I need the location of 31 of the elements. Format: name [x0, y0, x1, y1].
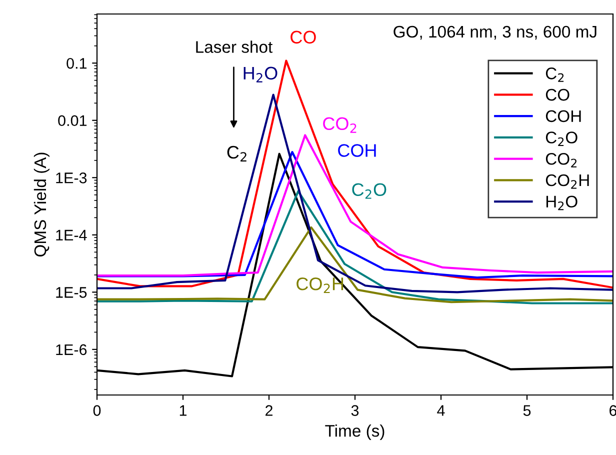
legend-label: CO$_{2}$: [546, 152, 577, 168]
x-axis-title: Time (s): [325, 424, 384, 440]
legend-label: H$_{2}$O: [546, 196, 578, 210]
x-tick-label: 1: [180, 405, 187, 416]
y-tick-label: 1E-3: [56, 172, 87, 184]
text: H$_{2}$O: [244, 66, 278, 82]
text: C$_{2}$O: [352, 183, 386, 199]
x-tick-label: 4: [437, 405, 445, 416]
text: CO$_{2}$: [323, 117, 356, 133]
x-tick-label: 2: [266, 405, 272, 416]
line-series: [97, 226, 613, 304]
y-tick-label: 1E-6: [56, 344, 87, 356]
x-tick-label: 5: [523, 405, 531, 416]
text: COH: [338, 144, 376, 157]
x-tick-label: 3: [351, 405, 359, 416]
legend-label: CO$_{2}$H: [546, 174, 589, 189]
legend-label: C$_{2}$O: [546, 132, 578, 146]
y-tick-label: 1E-4: [56, 230, 87, 240]
legend-label: C$_{2}$: [546, 68, 564, 82]
text: C$_{2}$: [227, 146, 246, 162]
legend-label: COH: [546, 110, 581, 122]
annotation: GO, 1064 nm, 3 ns, 600 mJ: [394, 26, 596, 40]
x-tick-label: 0: [93, 405, 101, 416]
y-tick-label: 0.1: [66, 58, 87, 69]
y-axis-title: QMS Yield (A): [34, 152, 50, 257]
legend-label: CO: [546, 88, 570, 101]
annotation: Laser shot: [196, 40, 273, 53]
y-tick-label: 0.01: [58, 115, 87, 126]
text: CO: [290, 30, 316, 44]
y-tick-label: 1E-5: [56, 287, 87, 298]
text: CO$_{2}$H: [296, 277, 344, 294]
